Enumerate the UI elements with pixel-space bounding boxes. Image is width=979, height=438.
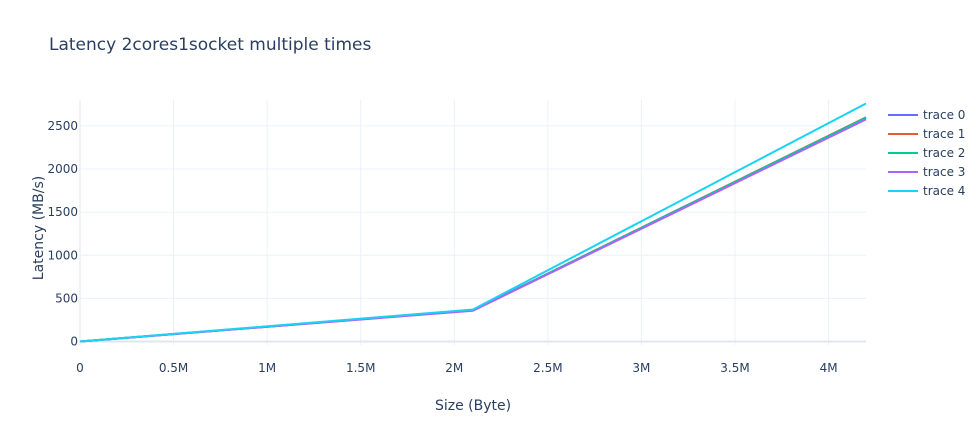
legend-item[interactable]: trace 3 [888, 165, 965, 179]
x-tick-label: 3M [632, 361, 650, 375]
x-axis-title: Size (Byte) [435, 398, 511, 414]
chart-title: Latency 2cores1socket multiple times [49, 35, 372, 55]
y-tick-label: 2000 [47, 162, 78, 176]
y-tick-label: 0 [70, 335, 78, 349]
y-axis-title: Latency (MB/s) [31, 176, 47, 280]
legend-label: trace 2 [923, 146, 965, 160]
legend-label: trace 3 [923, 165, 965, 179]
y-axis-ticks: 0 500 1000 1500 2000 2500 [47, 119, 78, 349]
legend-item[interactable]: trace 4 [888, 184, 965, 198]
series-line-trace-4 [79, 102, 867, 343]
y-tick-label: 1500 [47, 205, 78, 219]
legend-label: trace 4 [923, 184, 965, 198]
x-tick-label: 2M [445, 361, 463, 375]
legend-label: trace 0 [923, 108, 965, 122]
legend-item[interactable]: trace 2 [888, 146, 965, 160]
y-tick-label: 500 [55, 291, 78, 305]
x-tick-label: 1M [258, 361, 276, 375]
legend-item[interactable]: trace 1 [888, 127, 965, 141]
x-axis-ticks: 0 0.5M 1M 1.5M 2M 2.5M 3M 3.5M 4M [76, 361, 837, 375]
y-tick-label: 2500 [47, 119, 78, 133]
x-tick-label: 4M [820, 361, 838, 375]
legend-item[interactable]: trace 0 [888, 108, 965, 122]
x-tick-label: 3.5M [720, 361, 749, 375]
x-tick-label: 0.5M [159, 361, 188, 375]
x-tick-label: 1.5M [346, 361, 375, 375]
x-tick-label: 0 [76, 361, 84, 375]
legend: trace 0 trace 1 trace 2 trace 3 trace 4 [888, 108, 965, 198]
series-lines [79, 102, 867, 343]
y-tick-label: 1000 [47, 248, 78, 262]
x-tick-label: 2.5M [533, 361, 562, 375]
legend-label: trace 1 [923, 127, 965, 141]
grid-lines [79, 100, 866, 345]
